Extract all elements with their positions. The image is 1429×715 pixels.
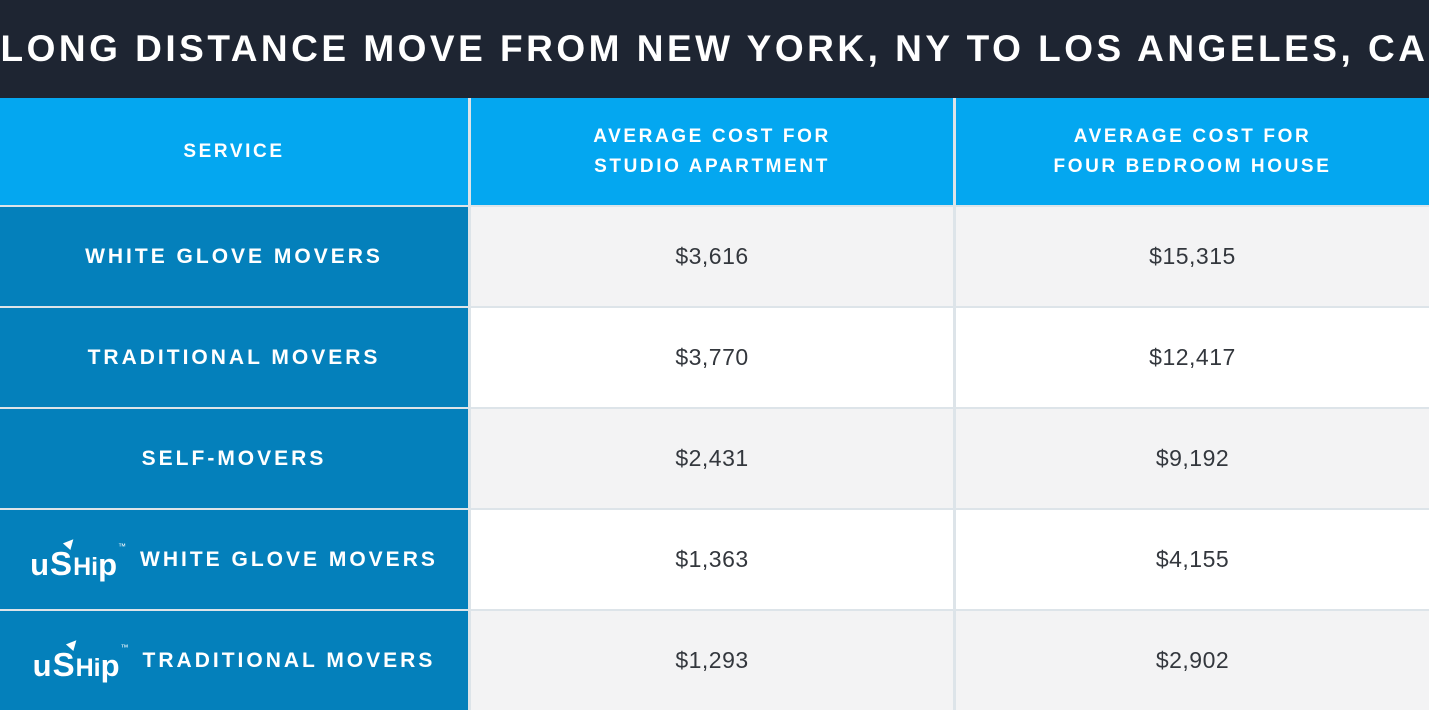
service-label: WHITE GLOVE MOVERS [85, 244, 383, 268]
service-label: TRADITIONAL MOVERS [87, 345, 381, 369]
four-bedroom-cost-cell-row-1: $15,315 [956, 207, 1429, 306]
column-header-label-line1: AVERAGE COST FOR [593, 126, 831, 148]
service-cell-row-5: u Sh i p ™ TRADITIONAL MOVERS [0, 611, 468, 710]
column-header-label: SERVICE [183, 140, 285, 162]
four-bedroom-cost-cell-row-4: $4,155 [956, 510, 1429, 609]
studio-cost-cell-row-1: $3,616 [471, 207, 953, 306]
table-title-bar: LONG DISTANCE MOVE FROM NEW YORK, NY TO … [0, 0, 1429, 98]
column-header-label-line2: STUDIO APARTMENT [594, 155, 830, 177]
four-bedroom-cost-cell-row-5: $2,902 [956, 611, 1429, 710]
page-title: LONG DISTANCE MOVE FROM NEW YORK, NY TO … [0, 28, 1429, 69]
column-header-four-bedroom-cost: AVERAGE COST FOR FOUR BEDROOM HOUSE [956, 98, 1429, 205]
service-cell-row-3: SELF-MOVERS [0, 409, 468, 508]
studio-cost-cell-row-3: $2,431 [471, 409, 953, 508]
service-cell-row-2: TRADITIONAL MOVERS [0, 308, 468, 407]
studio-cost-cell-row-5: $1,293 [471, 611, 953, 710]
column-header-service: SERVICE [0, 98, 468, 205]
column-header-studio-cost: AVERAGE COST FOR STUDIO APARTMENT [471, 98, 953, 205]
uship-logo: u Sh i p ™ [30, 542, 127, 582]
studio-cost-cell-row-4: $1,363 [471, 510, 953, 609]
service-label: TRADITIONAL MOVERS [142, 648, 436, 672]
uship-logo: u Sh i p ™ [32, 643, 129, 683]
four-bedroom-cost-cell-row-2: $12,417 [956, 308, 1429, 407]
service-cell-row-1: WHITE GLOVE MOVERS [0, 207, 468, 306]
column-header-label-line2: FOUR BEDROOM HOUSE [1053, 155, 1332, 177]
service-cell-row-4: u Sh i p ™ WHITE GLOVE MOVERS [0, 510, 468, 609]
column-header-label-line1: AVERAGE COST FOR [1073, 126, 1312, 148]
four-bedroom-cost-cell-row-3: $9,192 [956, 409, 1429, 508]
cost-table: SERVICE AVERAGE COST FOR STUDIO APARTMEN… [0, 98, 1429, 710]
service-label: WHITE GLOVE MOVERS [140, 547, 438, 571]
studio-cost-cell-row-2: $3,770 [471, 308, 953, 407]
service-label: SELF-MOVERS [141, 446, 327, 470]
